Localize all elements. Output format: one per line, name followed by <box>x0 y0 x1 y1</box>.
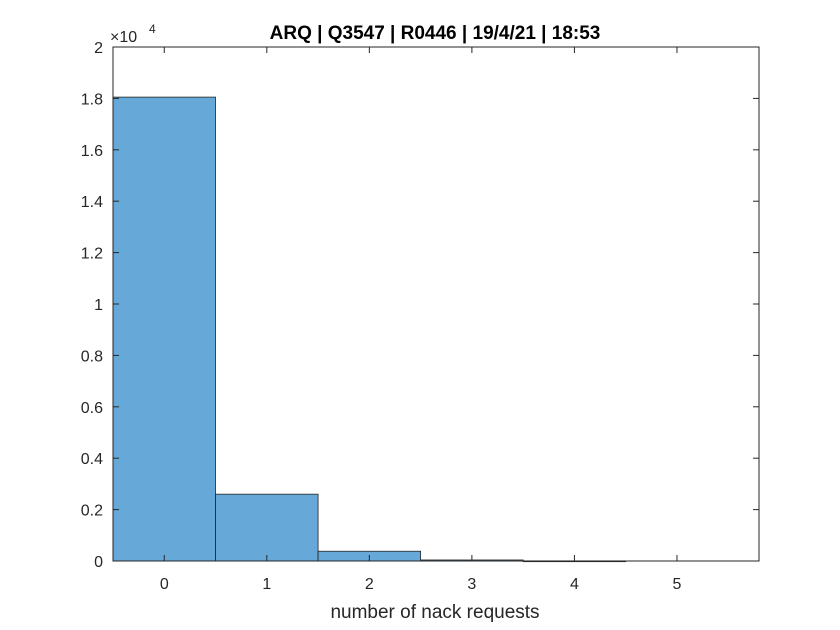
x-tick-label: 4 <box>570 576 579 593</box>
y-exponent-base: ×10 <box>110 29 137 46</box>
y-tick-label: 0 <box>94 554 103 571</box>
y-tick-label: 2 <box>94 40 103 57</box>
chart-title: ARQ | Q3547 | R0446 | 19/4/21 | 18:53 <box>270 23 601 44</box>
x-axis-ticks: 0 1 2 3 4 5 <box>160 47 682 593</box>
bar-0 <box>112 96 216 562</box>
y-exponent-power: 4 <box>149 22 156 36</box>
x-tick-label: 3 <box>467 576 476 593</box>
y-tick-label: 0.4 <box>81 451 103 468</box>
x-tick-label: 2 <box>365 576 374 593</box>
y-tick-label: 0.6 <box>81 400 103 417</box>
y-tick-label: 1.6 <box>81 143 103 160</box>
x-tick-label: 5 <box>673 576 682 593</box>
y-axis-ticks: 0 0.2 0.4 0.6 0.8 1 1.2 1.4 1.6 1.8 2 <box>81 40 759 571</box>
bar-1 <box>215 493 319 562</box>
x-axis-label: number of nack requests <box>330 602 539 623</box>
y-tick-label: 1 <box>94 297 103 314</box>
y-tick-label: 0.8 <box>81 348 103 365</box>
x-tick-label: 0 <box>160 576 169 593</box>
x-tick-label: 1 <box>262 576 271 593</box>
bars-group <box>112 96 627 563</box>
y-tick-label: 1.8 <box>81 91 103 108</box>
y-tick-label: 1.2 <box>81 246 103 263</box>
y-tick-label: 1.4 <box>81 194 103 211</box>
y-tick-label: 0.2 <box>81 503 103 520</box>
